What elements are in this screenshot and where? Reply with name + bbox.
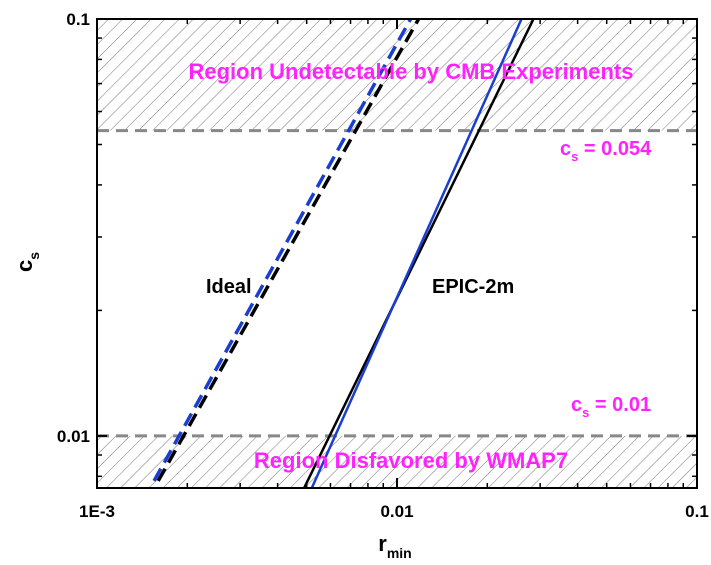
x-tick-label: 1E-3: [79, 502, 115, 521]
threshold-label-2: cs = 0.01: [571, 394, 651, 420]
x-tick-label: 0.01: [380, 502, 413, 521]
y-axis-title: cs: [12, 252, 42, 272]
series-annotation-1: Ideal: [206, 276, 252, 298]
series-line-2: [152, 19, 413, 482]
threshold-label-1: cs = 0.054: [560, 138, 652, 164]
series-line-3: [302, 19, 535, 488]
x-axis-title: rmin: [378, 531, 411, 561]
series-line-4: [310, 19, 523, 488]
region-label-1: Region Undetectable by CMB Experiments: [189, 59, 634, 84]
y-axis-title-sub: s: [26, 252, 42, 260]
y-tick-label: 0.1: [66, 10, 90, 29]
hatched-region-1: [97, 19, 697, 131]
x-tick-label: 0.1: [685, 502, 709, 521]
series-line-1: [156, 19, 421, 482]
x-axis-title-sub: min: [387, 545, 412, 561]
region-label-2: Region Disfavored by WMAP7: [254, 448, 568, 473]
series-annotation-2: EPIC-2m: [432, 276, 514, 298]
y-tick-label: 0.01: [57, 427, 90, 446]
